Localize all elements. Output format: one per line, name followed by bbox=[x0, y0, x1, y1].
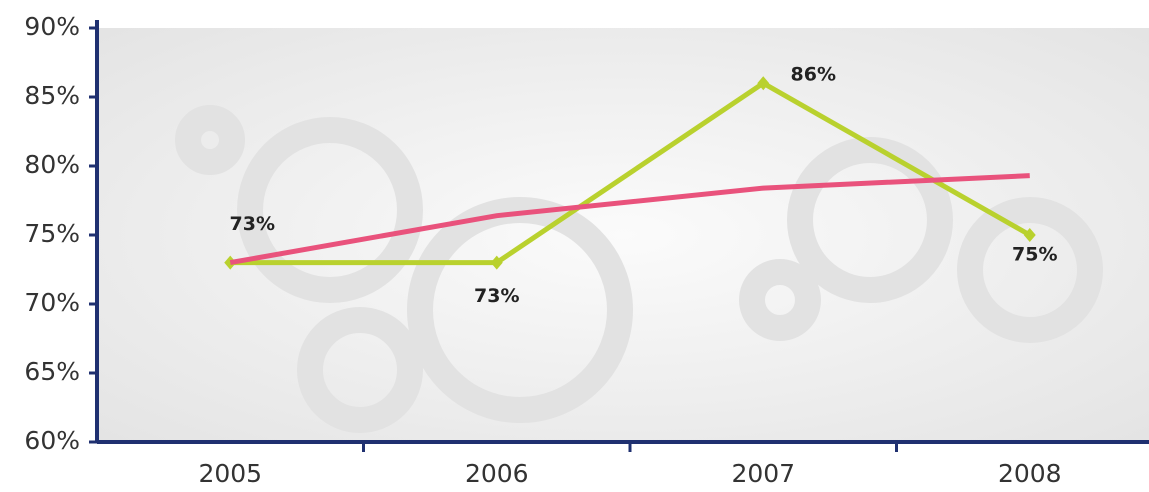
series-line bbox=[229, 173, 1030, 266]
y-tick-label: 90% bbox=[24, 12, 80, 41]
marker bbox=[757, 76, 770, 91]
x-tick-label: 2008 bbox=[998, 459, 1062, 488]
y-tick-label: 85% bbox=[24, 81, 80, 110]
data-label: 73% bbox=[230, 213, 275, 235]
marker bbox=[490, 255, 503, 270]
x-tick-label: 2005 bbox=[198, 459, 262, 488]
decoration bbox=[175, 105, 1103, 433]
y-tick-label: 65% bbox=[24, 357, 80, 386]
y-tick-label: 80% bbox=[24, 150, 80, 179]
marker bbox=[1023, 228, 1036, 242]
y-tick-label: 60% bbox=[24, 426, 80, 455]
x-tick-label: 2007 bbox=[731, 459, 795, 488]
y-tick-label: 70% bbox=[24, 288, 80, 317]
data-label: 73% bbox=[474, 285, 519, 307]
data-label: 75% bbox=[1012, 244, 1057, 266]
y-tick-label: 75% bbox=[24, 219, 80, 248]
x-tick-label: 2006 bbox=[465, 459, 529, 488]
data-label: 86% bbox=[791, 64, 836, 86]
series-line bbox=[230, 80, 1031, 266]
